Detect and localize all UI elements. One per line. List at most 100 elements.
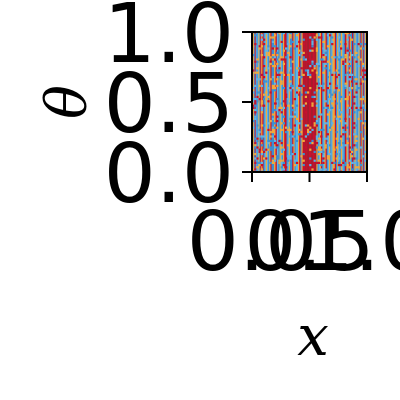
heatmap-cell-259 bbox=[351, 80, 354, 83]
heatmap-cell-273 bbox=[258, 84, 261, 87]
heatmap-cell-362 bbox=[256, 100, 259, 103]
heatmap-cell-410 bbox=[351, 106, 354, 109]
heatmap-cell-683 bbox=[274, 159, 277, 162]
heatmap-cell-635 bbox=[263, 150, 266, 153]
heatmap-cell-21 bbox=[289, 36, 292, 39]
heatmap-cell-424 bbox=[357, 109, 360, 112]
heatmap-cell-32 bbox=[315, 38, 318, 41]
heatmap-cell-60 bbox=[274, 45, 277, 48]
heatmap-cell-381 bbox=[335, 102, 338, 105]
heatmap-cell-216 bbox=[278, 73, 281, 76]
heatmap-cell-261 bbox=[362, 80, 365, 83]
heatmap-cell-321 bbox=[304, 91, 307, 94]
heatmap-band-2-2 bbox=[263, 32, 266, 172]
heatmap-cell-171 bbox=[274, 65, 277, 68]
heatmap-cell-88 bbox=[315, 49, 318, 52]
heatmap-band-10-3 bbox=[312, 32, 315, 172]
heatmap-cell-22 bbox=[309, 36, 312, 39]
heatmap-cell-624 bbox=[267, 148, 270, 151]
heatmap-cell-677 bbox=[326, 157, 329, 160]
heatmap-cell-537 bbox=[326, 133, 329, 136]
heatmap-cell-675 bbox=[309, 157, 312, 160]
heatmap-cell-456 bbox=[289, 117, 292, 120]
heatmap-cell-283 bbox=[335, 84, 338, 87]
heatmap-cell-539 bbox=[353, 133, 356, 136]
heatmap-band-9-2 bbox=[304, 32, 306, 172]
heatmap-cell-53 bbox=[357, 43, 360, 46]
heatmap-cell-219 bbox=[287, 73, 290, 76]
heatmap-cell-186 bbox=[324, 67, 327, 70]
heatmap-band-18-0 bbox=[357, 32, 360, 172]
heatmap-cell-316 bbox=[256, 91, 259, 94]
heatmap-cell-583 bbox=[318, 139, 321, 142]
heatmap-cell-183 bbox=[298, 67, 301, 70]
heatmap-cell-480 bbox=[326, 122, 329, 125]
heatmap-cell-650 bbox=[302, 153, 305, 156]
heatmap-cell-682 bbox=[271, 159, 274, 162]
heatmap-band-17-2 bbox=[354, 32, 356, 172]
heatmap-band-16-0 bbox=[346, 32, 348, 172]
heatmap-band-16-1 bbox=[347, 32, 349, 172]
heatmap-cell-427 bbox=[254, 111, 257, 114]
heatmap-cell-117 bbox=[302, 56, 305, 59]
heatmap-cell-69 bbox=[271, 47, 274, 50]
heatmap-cell-332 bbox=[348, 93, 351, 96]
heatmap-cell-663 bbox=[351, 155, 354, 158]
heatmap-cell-124 bbox=[344, 56, 347, 59]
heatmap-cell-630 bbox=[333, 148, 336, 151]
heatmap-cell-342 bbox=[346, 95, 349, 98]
heatmap-cell-569 bbox=[346, 137, 349, 140]
heatmap-cell-647 bbox=[280, 153, 283, 156]
heatmap-band-8-2 bbox=[299, 32, 301, 172]
heatmap-cell-340 bbox=[326, 95, 329, 98]
heatmap-cell-535 bbox=[304, 133, 307, 136]
heatmap-cell-580 bbox=[296, 139, 299, 142]
heatmap-cell-523 bbox=[285, 131, 288, 134]
heatmap-cell-434 bbox=[353, 111, 356, 114]
heatmap-cell-684 bbox=[278, 159, 281, 162]
heatmap-cell-298 bbox=[326, 87, 329, 90]
heatmap-cell-744 bbox=[282, 168, 285, 171]
heatmap-cell-509 bbox=[267, 128, 270, 131]
heatmap-cell-341 bbox=[340, 95, 343, 98]
heatmap-cell-364 bbox=[267, 100, 270, 103]
heatmap-cell-559 bbox=[254, 137, 257, 140]
heatmap-cell-418 bbox=[276, 109, 279, 112]
heatmap-band-18-4 bbox=[361, 32, 363, 172]
heatmap-cell-660 bbox=[300, 155, 303, 158]
heatmap-cell-671 bbox=[276, 157, 279, 160]
heatmap-cell-106 bbox=[298, 54, 301, 57]
heatmap-cell-536 bbox=[307, 133, 310, 136]
heatmap-cell-365 bbox=[276, 100, 279, 103]
heatmap-cell-713 bbox=[344, 161, 347, 164]
heatmap-cell-168 bbox=[362, 62, 365, 65]
heatmap-cell-586 bbox=[267, 142, 270, 145]
heatmap-cell-400 bbox=[260, 106, 263, 109]
heatmap-cell-602 bbox=[324, 144, 327, 147]
heatmap-cell-474 bbox=[282, 122, 285, 125]
heatmap-cell-65 bbox=[326, 45, 329, 48]
heatmap-cell-545 bbox=[274, 135, 277, 138]
heatmap-cell-714 bbox=[351, 161, 354, 164]
heatmap-cell-730 bbox=[256, 166, 259, 169]
heatmap-cell-590 bbox=[311, 142, 314, 145]
heatmap-cell-233 bbox=[263, 76, 266, 79]
heatmap-cell-550 bbox=[304, 135, 307, 138]
heatmap-cell-94 bbox=[276, 51, 279, 54]
heatmap-cell-747 bbox=[320, 168, 323, 171]
heatmap-cell-325 bbox=[333, 91, 336, 94]
heatmap-cell-471 bbox=[267, 122, 270, 125]
heatmap-cell-685 bbox=[280, 159, 283, 162]
heatmap-cell-361 bbox=[254, 100, 257, 103]
heatmap-cell-515 bbox=[307, 128, 310, 131]
heatmap-cell-133 bbox=[278, 58, 281, 61]
heatmap-cell-504 bbox=[342, 126, 345, 129]
heatmap-cell-492 bbox=[307, 124, 310, 127]
heatmap-cell-745 bbox=[302, 168, 305, 171]
heatmap-cell-246 bbox=[256, 78, 259, 81]
heatmap-cell-254 bbox=[364, 78, 367, 81]
heatmap-cell-603 bbox=[329, 144, 332, 147]
heatmap-band-10-2 bbox=[310, 32, 314, 172]
heatmap-cell-698 bbox=[258, 161, 261, 164]
heatmap-cell-440 bbox=[326, 113, 329, 116]
